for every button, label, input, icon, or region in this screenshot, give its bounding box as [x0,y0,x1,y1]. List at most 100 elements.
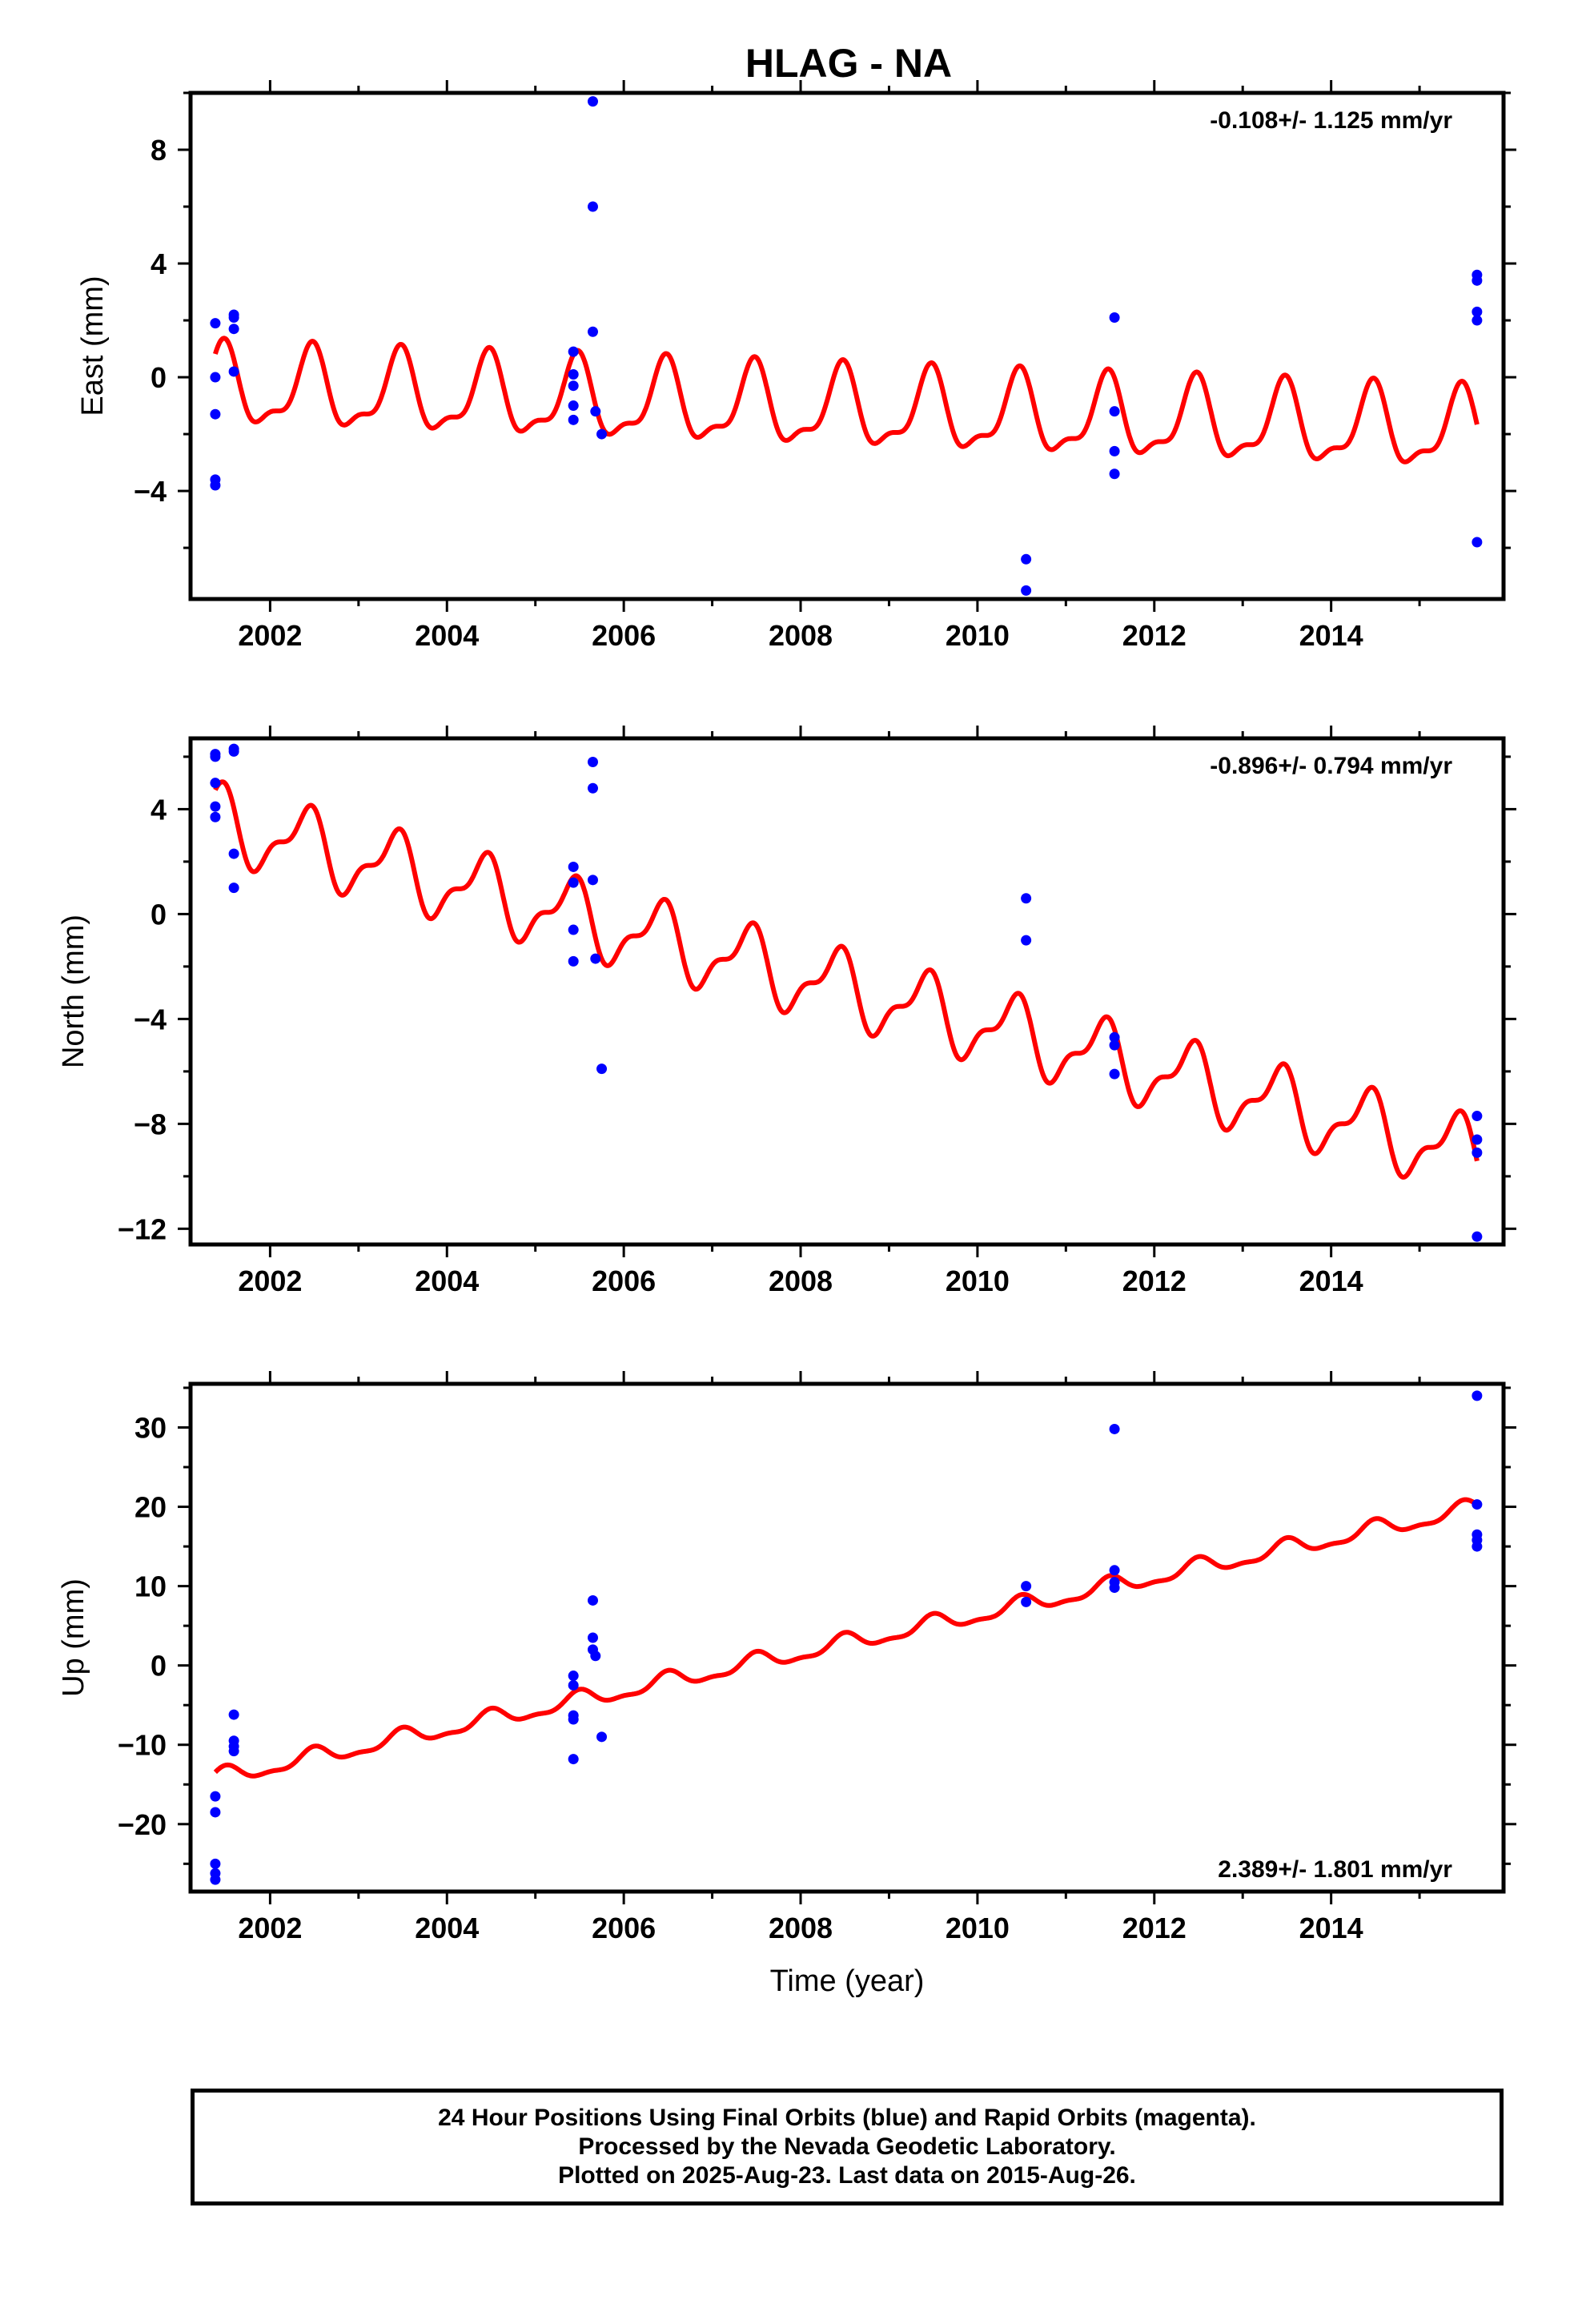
data-point [1021,935,1032,946]
data-point [1472,315,1483,326]
model-curve [213,779,1480,1180]
y-axis-label: East (mm) [76,275,110,416]
data-point [590,953,601,964]
data-point [228,1709,239,1720]
data-point [1021,553,1032,565]
x-tick-label: 2004 [415,1265,479,1297]
data-point [1472,275,1483,286]
x-tick-label: 2008 [769,619,833,652]
x-tick-label: 2002 [238,619,302,652]
data-point [587,1594,598,1606]
data-point [568,1714,579,1725]
data-point [568,414,579,425]
panel-east: 2002 2004 2006 2008 2010 2012 2014 −4 0 4 8 East (m… [76,80,1516,652]
data-point [1109,468,1120,480]
plot-frame [188,90,1506,601]
y-tick-label: 10 [135,1570,167,1603]
x-tick-label: 2008 [769,1912,833,1944]
footer-line-3: Plotted on 2025-Aug-23. Last data on 201… [558,2162,1136,2189]
data-point [1109,1423,1120,1434]
data-point [1109,1039,1120,1051]
y-tick-label: 0 [151,1650,167,1683]
x-tick-label: 2004 [415,619,479,652]
data-point [587,782,598,794]
data-point [210,1874,221,1885]
data-point [1109,445,1120,456]
x-tick-label: 2008 [769,1265,833,1297]
y-tick-label: −8 [134,1108,167,1140]
model-curve [213,1497,1479,1779]
data-point [568,1754,579,1765]
panel-north: 2002 2004 2006 2008 2010 2012 2014 −12 −8 −4 0 4 Nor… [57,726,1516,1297]
data-point [210,1858,221,1869]
data-point [210,480,221,491]
data-point [210,372,221,383]
data-point [568,400,579,412]
data-point [1109,1068,1120,1080]
footer-note: 24 Hour Positions Using Final Orbits (bl… [191,2089,1504,2205]
data-point [228,1746,239,1757]
data-point [587,326,598,337]
data-point [1472,1111,1483,1122]
data-point [1109,1582,1120,1594]
plot-frame [188,1381,1506,1894]
data-point [1021,893,1032,904]
y-tick-label: 20 [135,1491,167,1524]
data-point [587,1632,598,1643]
data-point [568,380,579,392]
data-point [568,955,579,967]
rate-label: -0.108+/- 1.125 mm/yr [1210,107,1452,134]
data-point [568,861,579,872]
model-curve [213,336,1480,464]
x-tick-label: 2010 [946,619,1010,652]
x-tick-label: 2012 [1122,619,1186,652]
data-point [1472,306,1483,317]
data-point [1109,312,1120,323]
data-point [1021,585,1032,596]
data-point [568,369,579,380]
data-point [228,746,239,757]
y-axis-label: Up (mm) [57,1578,90,1697]
x-tick-label: 2014 [1299,619,1363,652]
x-tick-label: 2006 [592,1265,656,1297]
data-point [596,1063,608,1075]
data-point [1109,1565,1120,1576]
data-point [1021,1596,1032,1607]
x-tick-label: 2004 [415,1912,479,1944]
y-tick-label: 4 [151,247,167,280]
y-tick-label: −20 [118,1808,167,1841]
data-point [228,312,239,323]
data-point [1109,1031,1120,1043]
y-tick-label: 0 [151,898,167,931]
y-tick-label: 30 [135,1411,167,1444]
x-tick-label: 2014 [1299,1265,1363,1297]
x-tick-label: 2012 [1122,1912,1186,1944]
data-point [596,1731,608,1743]
data-point [568,877,579,888]
x-tick-label: 2012 [1122,1265,1186,1297]
data-point [587,875,598,886]
x-axis-label: Time (year) [770,1964,925,1998]
data-point [210,778,221,789]
data-point [210,408,221,420]
data-point [590,406,601,417]
data-point [210,751,221,762]
y-tick-label: −12 [118,1212,167,1245]
rate-label: 2.389+/- 1.801 mm/yr [1218,1856,1452,1883]
y-tick-label: 8 [151,134,167,167]
y-tick-label: −10 [118,1729,167,1762]
x-tick-label: 2010 [946,1912,1010,1944]
data-point [1021,1581,1032,1592]
data-point [228,366,239,377]
chart-title: HLAG - NA [745,41,952,86]
data-point [596,428,608,440]
y-axis-label: North (mm) [57,915,90,1068]
data-point [1472,1231,1483,1242]
data-point [1472,1390,1483,1401]
y-tick-label: −4 [134,475,167,508]
x-tick-label: 2006 [592,1912,656,1944]
data-point [228,324,239,335]
data-point [587,96,598,107]
data-point [210,318,221,329]
